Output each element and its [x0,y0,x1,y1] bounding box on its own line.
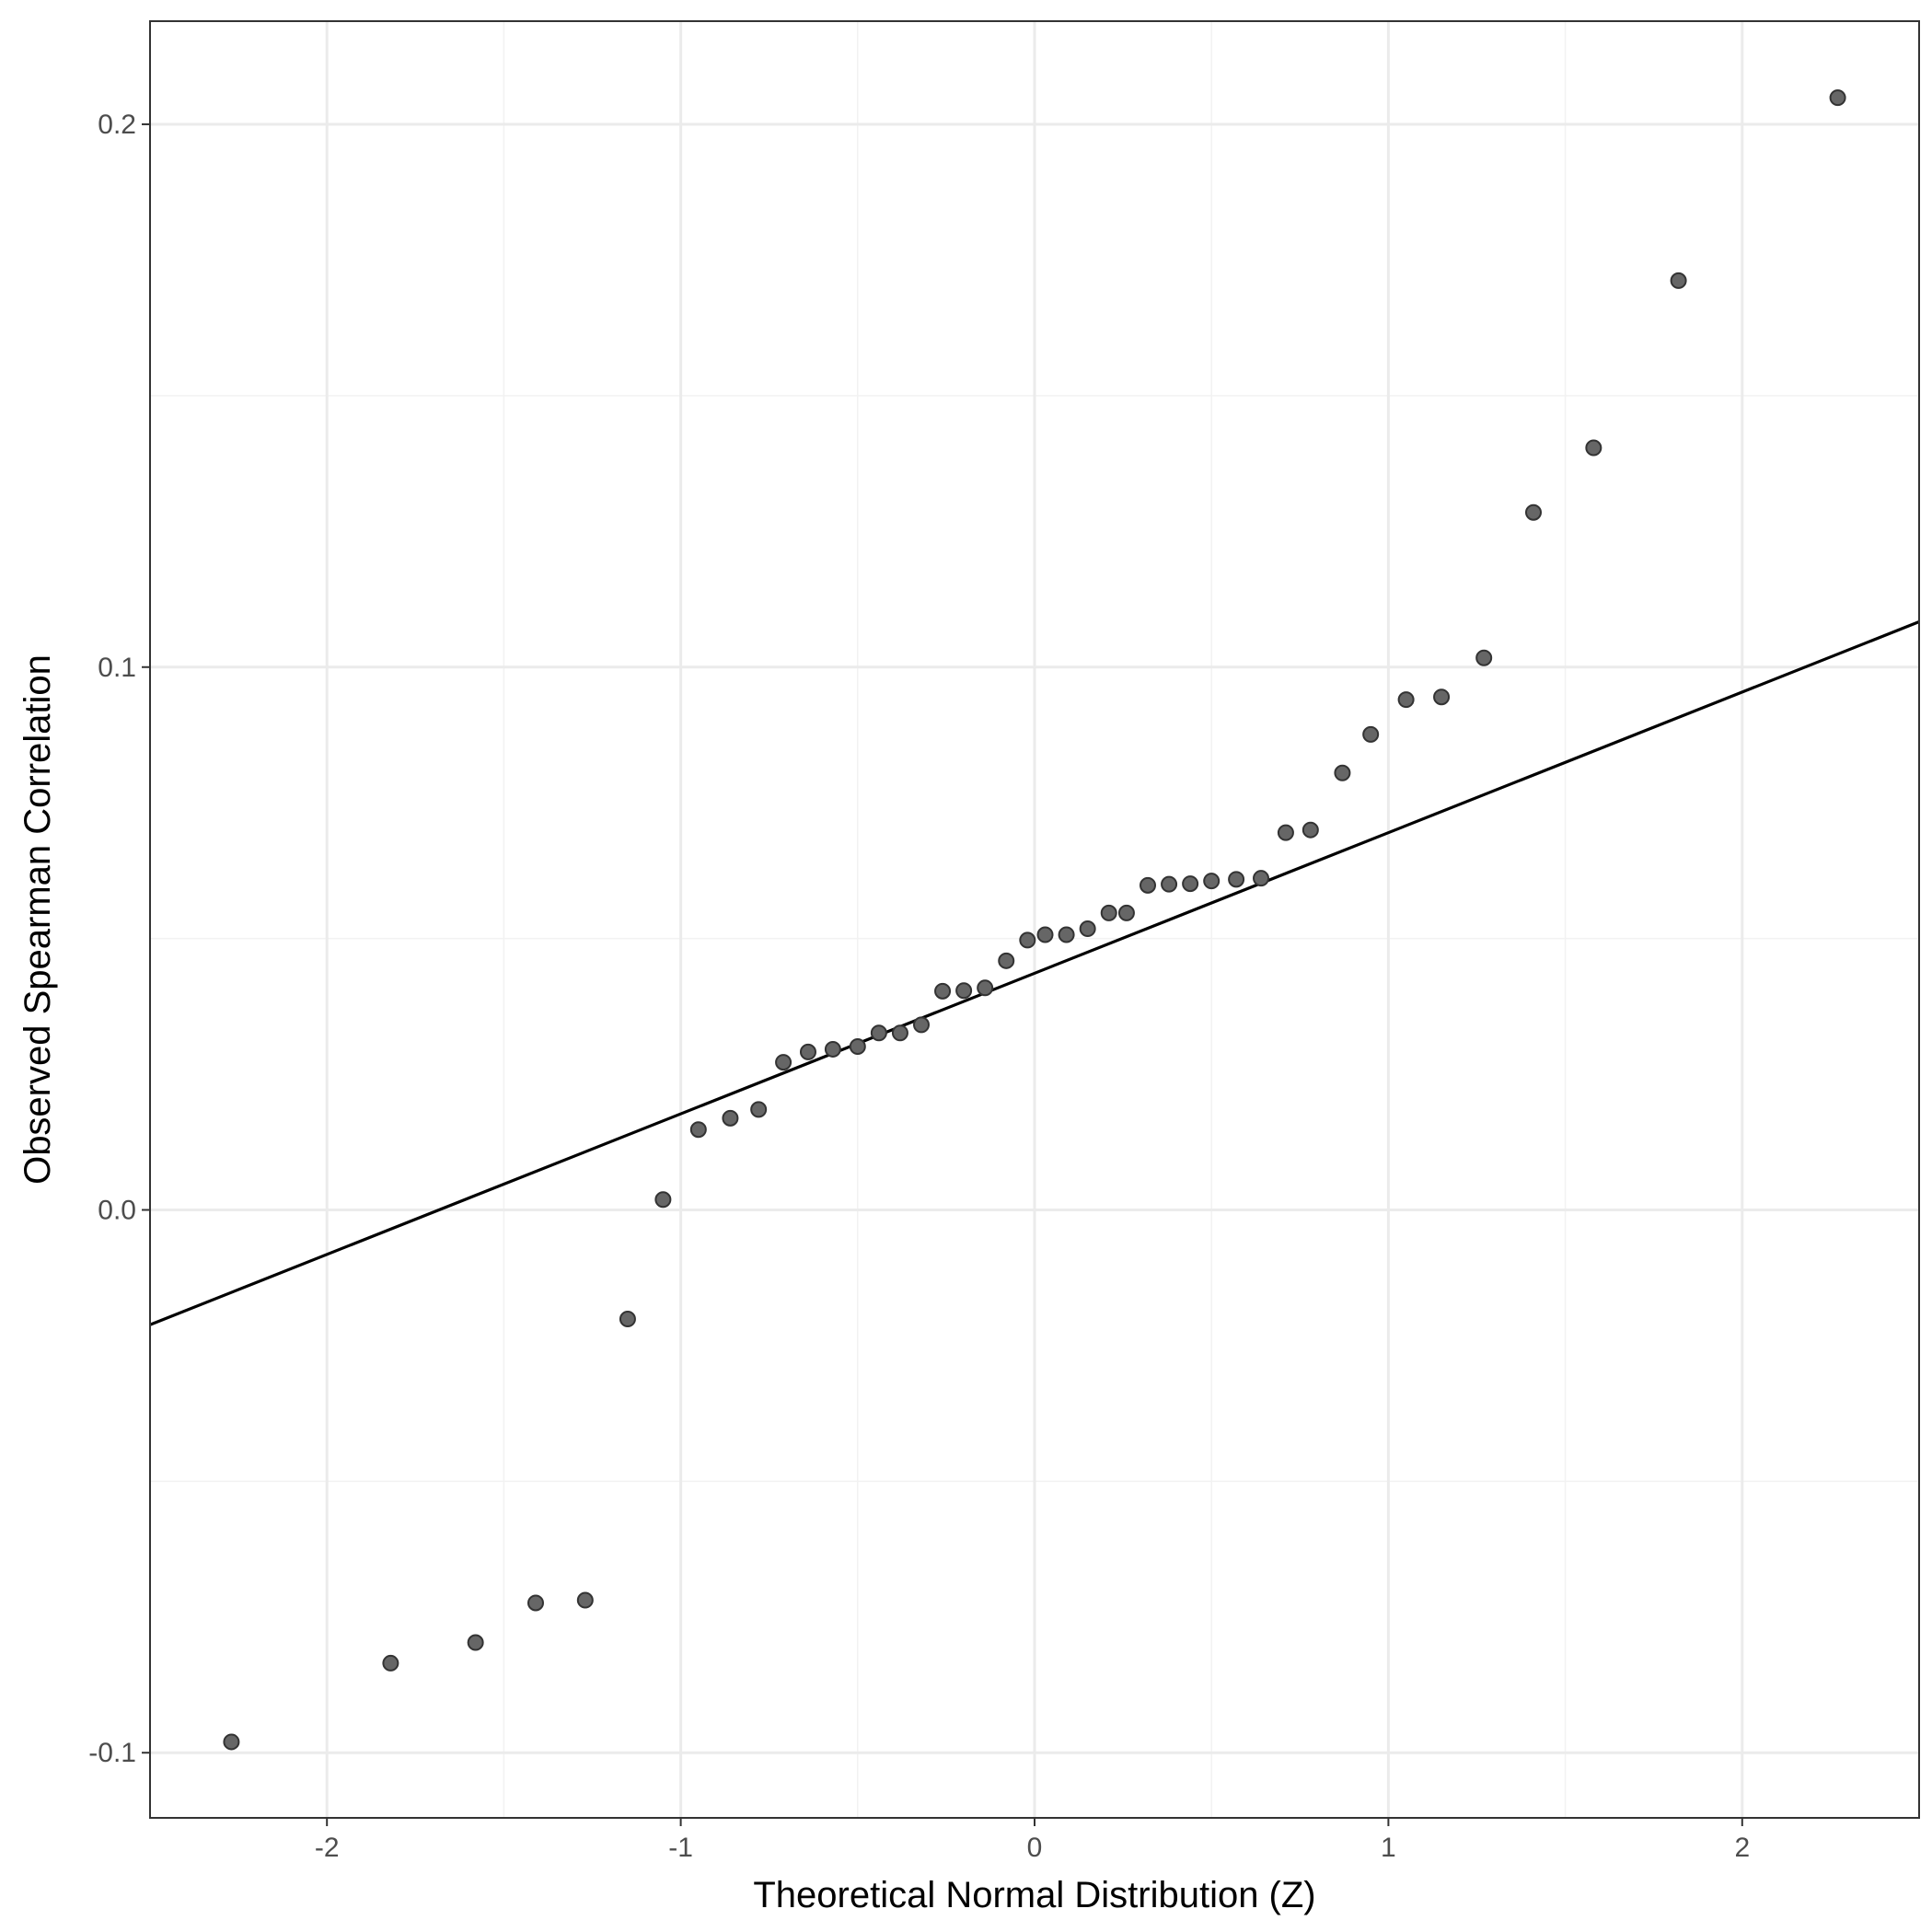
data-point [1829,89,1846,107]
data-point [750,1101,768,1118]
data-point [870,1024,887,1042]
data-point [1475,649,1493,666]
data-point [1140,876,1157,894]
data-point [722,1109,739,1127]
data-point [1670,272,1687,289]
y-tick-label: 0.2 [98,110,136,140]
x-tick-label: 2 [1734,1833,1750,1863]
data-point [1362,725,1380,743]
data-point [576,1591,594,1609]
data-point [1301,821,1319,839]
reference-line [149,620,1920,1326]
data-point [1161,875,1178,893]
data-point [654,1191,672,1209]
data-point [1585,439,1602,457]
data-point [912,1016,930,1034]
data-point [1079,920,1096,938]
data-point [526,1594,544,1612]
major-gridlines [150,21,1919,1818]
plot-panel [149,20,1920,1819]
y-tick-label: 0.1 [98,653,136,683]
data-point [977,979,994,997]
data-point [1036,926,1054,943]
data-points [223,89,1846,1751]
data-point [934,982,952,1000]
data-point [1253,870,1270,887]
data-point [1182,875,1199,893]
data-point [223,1733,240,1751]
x-axis-title: Theoretical Normal Distribution (Z) [753,1875,1315,1915]
y-axis-title: Observed Spearman Correlation [17,654,58,1185]
data-point [1058,926,1075,943]
data-point [1397,691,1415,709]
data-point [998,952,1015,969]
y-tick-label: -0.1 [88,1738,136,1768]
x-tick-label: 0 [1027,1833,1043,1863]
data-point [1203,873,1221,890]
data-point [1277,824,1294,841]
data-point [824,1040,841,1058]
y-tick-label: 0.0 [98,1196,136,1226]
data-point [382,1654,399,1672]
data-point [619,1311,636,1328]
x-tick-label: -1 [668,1833,693,1863]
data-point [689,1121,707,1139]
data-point [799,1043,816,1060]
data-point [849,1037,866,1055]
data-point [1525,503,1543,521]
data-point [1117,904,1135,921]
data-point [1019,931,1036,949]
x-tick-label: -2 [315,1833,340,1863]
data-point [1228,871,1245,888]
x-axis: -2 -1 0 1 2 [315,1818,1750,1863]
data-point [467,1634,484,1651]
x-tick-label: 1 [1381,1833,1396,1863]
data-point [1100,904,1117,921]
y-axis: -0.1 0.0 0.1 0.2 [88,110,150,1768]
data-point [891,1024,908,1042]
data-point [1433,688,1451,706]
data-point [775,1054,792,1071]
data-point [1334,764,1351,781]
data-point [955,982,973,1000]
